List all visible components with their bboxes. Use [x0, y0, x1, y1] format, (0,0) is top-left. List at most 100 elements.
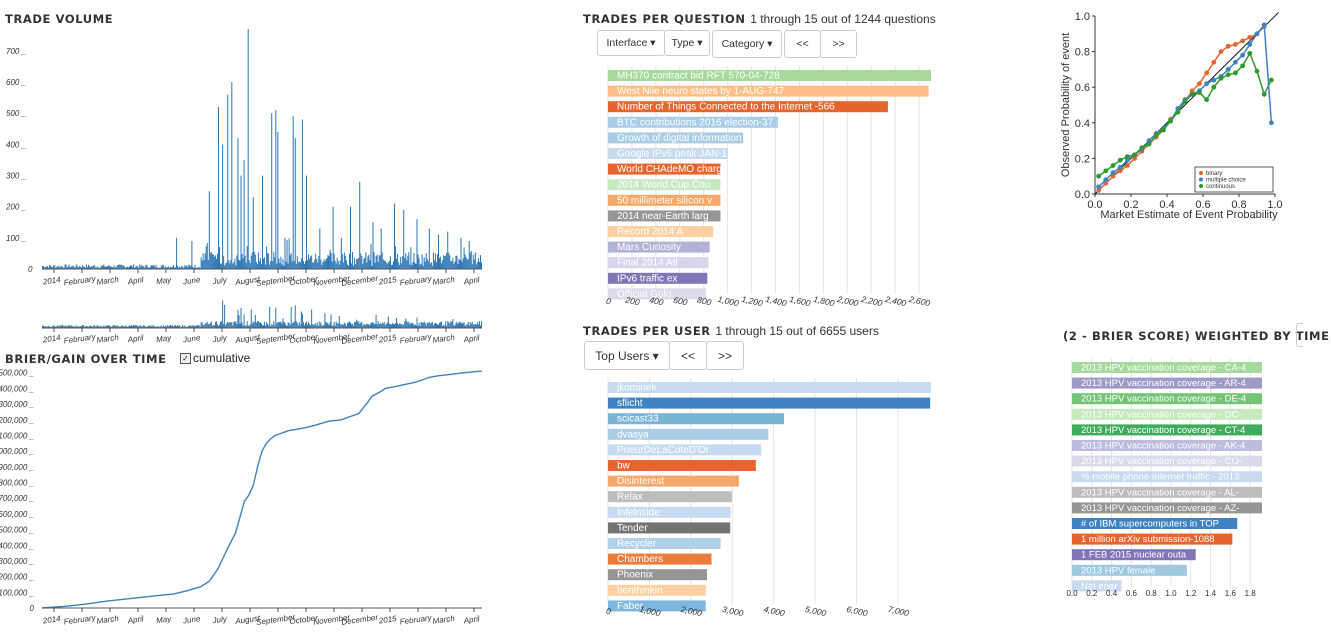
volume-bar: [271, 113, 273, 269]
user-next-button[interactable]: >>: [706, 341, 744, 370]
overview-bar: [63, 326, 65, 328]
overview-bar: [203, 325, 205, 328]
x-tick-label: 1.6: [1225, 589, 1237, 598]
overview-bar: [375, 314, 377, 328]
overview-bar: [45, 326, 47, 328]
y-tick-label: 800,000 _: [0, 479, 34, 488]
x-tick-label: March: [96, 333, 120, 345]
overview-bar: [78, 326, 80, 328]
volume-bar: [396, 258, 398, 269]
overview-bar: [315, 322, 317, 328]
volume-bar: [251, 252, 253, 269]
overview-bar: [284, 322, 286, 328]
interface-dropdown[interactable]: Interface ▾: [597, 30, 665, 56]
brier-weighted-scroll-edge[interactable]: [1296, 323, 1303, 347]
overview-bar: [270, 325, 272, 328]
volume-bar: [266, 246, 268, 269]
legend-label: multiple choice: [1206, 178, 1246, 184]
volume-bar: [429, 263, 431, 269]
overview-bar: [410, 323, 412, 328]
bar: [1072, 440, 1262, 451]
x-tick-label: July: [211, 333, 228, 344]
x-tick-label: February: [63, 332, 97, 346]
overview-bar: [457, 323, 459, 328]
data-point: [1096, 184, 1101, 190]
bar: [608, 584, 706, 596]
x-tick-label: July: [211, 614, 228, 625]
top-users-dropdown[interactable]: Top Users ▾: [584, 341, 670, 370]
data-point: [1125, 163, 1130, 168]
overview-bar: [394, 324, 396, 328]
checkbox-icon[interactable]: ✓: [180, 352, 191, 364]
y-tick-label: 500 _: [6, 109, 26, 118]
overview-bar: [102, 326, 104, 328]
overview-bar: [159, 326, 161, 328]
overview-bar: [50, 326, 52, 328]
volume-bar: [236, 255, 238, 269]
volume-bar: [357, 258, 359, 269]
overview-bar: [184, 325, 186, 328]
volume-bar: [146, 264, 148, 269]
overview-bar: [219, 324, 221, 328]
overview-bar: [208, 323, 210, 328]
overview-bar: [254, 315, 256, 328]
volume-bar: [136, 265, 138, 269]
overview-bar: [121, 325, 123, 328]
volume-bar: [328, 256, 330, 269]
volume-bar: [369, 260, 371, 269]
overview-bar: [192, 325, 194, 328]
x-tick-label: August: [234, 614, 262, 627]
volume-bar: [419, 264, 421, 269]
volume-bar: [107, 266, 109, 269]
volume-bar: [400, 256, 402, 269]
volume-bar: [240, 175, 242, 269]
overview-bar: [179, 325, 181, 328]
volume-bar: [208, 191, 210, 269]
legend-label: continuous: [1206, 184, 1235, 190]
brier-gain-chart: 0 100,000 _ 200,000 _ 300,000 _ 400,000 _ 500…: [0, 369, 483, 627]
volume-bar: [137, 266, 139, 269]
overview-bar: [359, 323, 361, 328]
volume-bar: [395, 246, 397, 269]
volume-bar: [365, 252, 367, 269]
user-prev-button[interactable]: <<: [669, 341, 707, 370]
question-prev-button[interactable]: <<: [784, 30, 821, 58]
overview-bar: [469, 322, 471, 328]
volume-bar: [154, 267, 156, 269]
overview-bar: [198, 325, 200, 328]
overview-bar: [456, 321, 458, 328]
volume-bar: [292, 116, 294, 269]
volume-bar: [348, 253, 350, 269]
volume-bar: [287, 263, 289, 269]
volume-bar: [459, 260, 461, 269]
question-next-button[interactable]: >>: [820, 30, 857, 58]
volume-bar: [418, 258, 420, 269]
trade-volume-overview-chart[interactable]: 2014 February March April May June July AugustS…: [0, 296, 490, 346]
volume-bar: [147, 267, 149, 269]
volume-bar: [257, 252, 259, 269]
category-dropdown[interactable]: Category ▾: [712, 30, 782, 58]
volume-bar: [289, 255, 291, 269]
overview-bar: [415, 325, 417, 328]
overview-bar: [452, 319, 454, 328]
volume-bar: [425, 253, 427, 269]
y-tick-label: 100,000 _: [0, 588, 34, 597]
overview-bar: [449, 323, 451, 328]
volume-bar: [413, 253, 415, 269]
overview-bar: [383, 321, 385, 328]
overview-bar: [443, 324, 445, 328]
cumulative-checkbox[interactable]: ✓ cumulative: [180, 351, 250, 365]
volume-bar: [420, 263, 422, 269]
overview-bar: [451, 321, 453, 328]
volume-bar: [61, 266, 63, 269]
overview-bar: [431, 321, 433, 328]
overview-bar: [459, 321, 461, 328]
data-point: [1189, 88, 1195, 94]
volume-bar: [446, 252, 448, 269]
overview-bar: [168, 325, 170, 328]
data-point: [1240, 38, 1245, 44]
legend-marker: [1199, 171, 1203, 175]
overview-bar: [475, 324, 477, 328]
overview-bar: [144, 325, 146, 328]
type-dropdown[interactable]: Type ▾: [664, 30, 710, 56]
